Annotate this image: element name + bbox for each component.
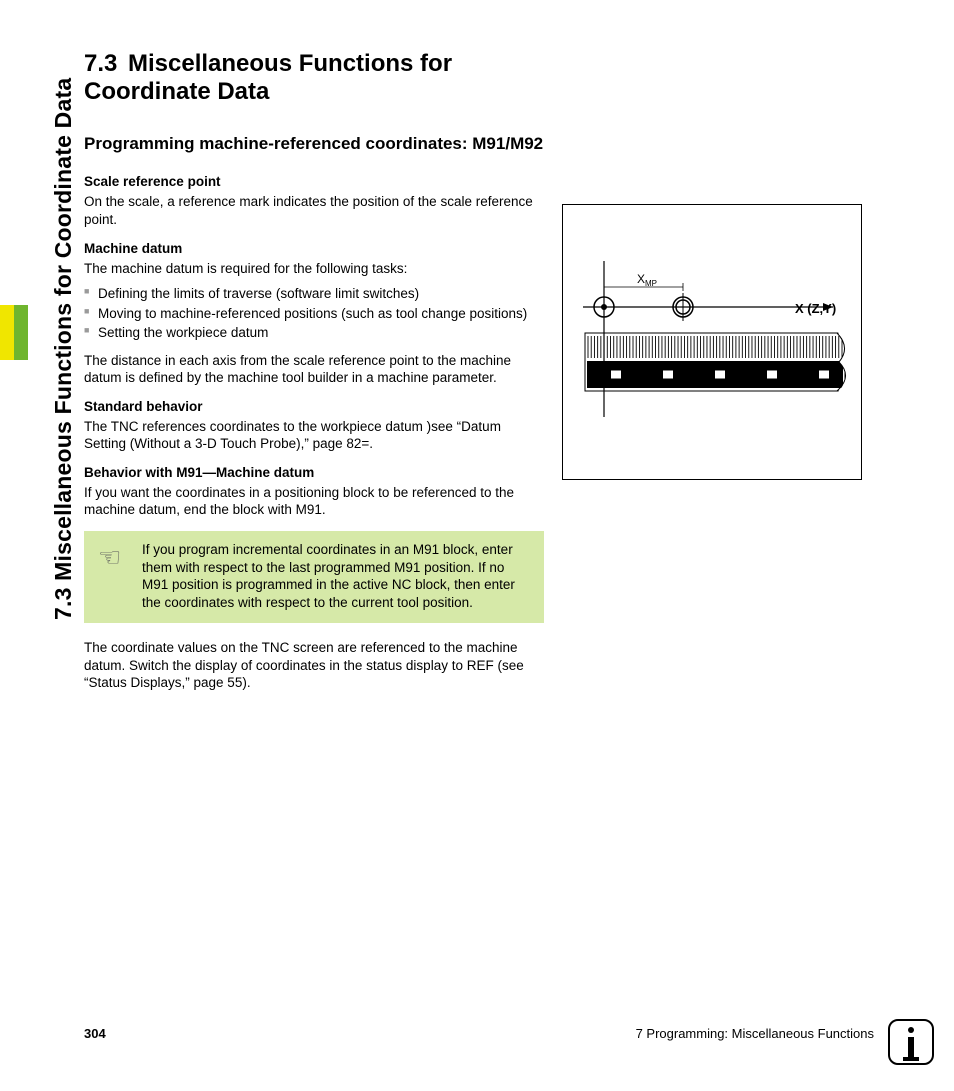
info-icon [888,1019,934,1065]
para-machine-datum-after: The distance in each axis from the scale… [84,352,544,387]
para-standard-behavior: The TNC references coordinates to the wo… [84,418,544,453]
info-icon-dot [908,1027,914,1033]
page-number: 304 [84,1026,106,1041]
info-icon-stem [908,1037,914,1057]
chapter-title: 7 Programming: Miscellaneous Functions [636,1026,874,1041]
info-icon-base [903,1057,919,1061]
side-running-title: 7.3 Miscellaneous Functions for Coordina… [50,78,77,620]
machine-datum-list: Defining the limits of traverse (softwar… [84,285,544,342]
para-machine-datum-intro: The machine datum is required for the fo… [84,260,544,278]
para-scale-ref: On the scale, a reference mark indicates… [84,193,544,228]
note-text: If you program incremental coordinates i… [142,542,515,610]
para-m91: If you want the coordinates in a positio… [84,484,544,519]
side-tab-accent-yellow [0,305,14,360]
scale-diagram-svg: XMP X (Z,Y) [563,205,861,479]
heading-standard-behavior: Standard behavior [84,399,544,414]
side-tab-accent-green [14,305,28,360]
side-tab [0,45,55,635]
scale-diagram: XMP X (Z,Y) [562,204,862,480]
list-item: Setting the workpiece datum [84,324,544,342]
subsection-heading: Programming machine-referenced coordinat… [84,133,544,154]
heading-scale-ref: Scale reference point [84,174,544,189]
section-number: 7.3 [84,50,128,78]
section-title-text: Miscellaneous Functions for Coordinate D… [84,50,452,105]
heading-m91: Behavior with M91—Machine datum [84,465,544,480]
note-box: ☞ If you program incremental coordinates… [84,531,544,623]
para-after-note: The coordinate values on the TNC screen … [84,639,544,692]
section-title: 7.3Miscellaneous Functions for Coordinat… [84,50,544,105]
list-item: Defining the limits of traverse (softwar… [84,285,544,303]
list-item: Moving to machine-referenced positions (… [84,305,544,323]
heading-machine-datum: Machine datum [84,241,544,256]
svg-text:X (Z,Y): X (Z,Y) [795,301,836,316]
pointing-hand-icon: ☞ [98,541,121,575]
page-footer: 304 7 Programming: Miscellaneous Functio… [84,1026,874,1041]
svg-text:XMP: XMP [637,272,657,288]
main-column: 7.3Miscellaneous Functions for Coordinat… [84,50,544,700]
